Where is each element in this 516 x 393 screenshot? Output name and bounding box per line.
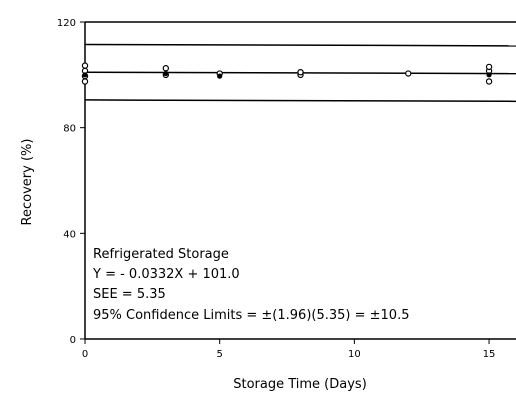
data-point-filled — [163, 70, 169, 77]
lower-limit-line — [84, 99, 516, 103]
data-point-open — [405, 70, 412, 77]
y-tick-label: 120 — [57, 18, 76, 29]
annotation-see: SEE = 5.35 — [93, 287, 166, 302]
x-tick-label: 10 — [348, 349, 361, 360]
y-tick-label: 40 — [63, 229, 76, 240]
y-axis-title: Recovery (%) — [20, 139, 35, 226]
annotation-confidence: 95% Confidence Limits = ±(1.96)(5.35) = … — [93, 308, 409, 323]
data-point-open — [162, 65, 170, 72]
data-point-open — [81, 78, 89, 85]
data-markers — [81, 62, 493, 85]
data-point-filled — [486, 72, 492, 78]
fit-lines — [84, 21, 516, 103]
annotation-storage: Refrigerated Storage — [93, 247, 229, 262]
x-tick-label: 5 — [217, 349, 223, 360]
data-point-open — [485, 63, 493, 71]
data-point-filled — [82, 72, 88, 78]
x-ticks: 0 5 10 15 — [82, 339, 496, 360]
x-axis-title: Storage Time (Days) — [233, 377, 367, 392]
data-point-open — [485, 78, 493, 85]
y-ticks: 0 40 80 120 — [57, 18, 85, 346]
data-point-open — [81, 62, 89, 69]
data-point-filled — [217, 73, 223, 79]
data-point-open — [297, 68, 304, 76]
annotation-equation: Y = - 0.0332X + 101.0 — [92, 267, 240, 282]
x-tick-label: 15 — [483, 349, 496, 360]
x-tick-label: 0 — [82, 349, 88, 360]
y-tick-label: 0 — [70, 335, 76, 346]
y-tick-label: 80 — [63, 124, 76, 135]
annotation-block: Refrigerated Storage Y = - 0.0332X + 101… — [92, 247, 409, 323]
upper-limit-line — [84, 43, 516, 47]
